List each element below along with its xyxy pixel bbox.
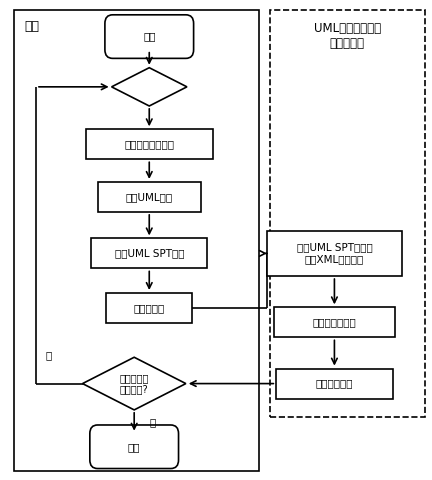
Text: 建立UML SPT模型: 建立UML SPT模型 [114, 249, 184, 258]
Polygon shape [83, 357, 186, 410]
Text: UML软件架构性能
自动化工具: UML软件架构性能 自动化工具 [314, 22, 381, 50]
Text: 否: 否 [46, 350, 52, 360]
Text: 建立UML模型: 建立UML模型 [126, 192, 173, 202]
Text: 给定标记值: 给定标记值 [133, 303, 165, 313]
Text: 开始: 开始 [143, 32, 156, 42]
Text: 与性能参数
指标一致?: 与性能参数 指标一致? [120, 373, 149, 395]
Polygon shape [111, 68, 187, 106]
Text: 设置性能参数指标: 设置性能参数指标 [124, 139, 174, 149]
FancyBboxPatch shape [105, 15, 194, 59]
FancyBboxPatch shape [106, 293, 192, 323]
FancyBboxPatch shape [274, 307, 395, 337]
FancyBboxPatch shape [267, 231, 402, 276]
Text: 结束: 结束 [128, 442, 140, 452]
FancyBboxPatch shape [98, 182, 201, 212]
Text: 解析UML SPT模型转
化为XML格式文件: 解析UML SPT模型转 化为XML格式文件 [296, 242, 372, 264]
FancyBboxPatch shape [86, 129, 213, 159]
FancyBboxPatch shape [276, 369, 393, 399]
Text: 转化为排队网络: 转化为排队网络 [312, 317, 356, 327]
FancyBboxPatch shape [90, 425, 178, 468]
FancyBboxPatch shape [91, 239, 207, 268]
Text: 用户: 用户 [24, 20, 39, 33]
Text: 计算性能参数: 计算性能参数 [316, 379, 353, 389]
Text: 是: 是 [149, 417, 156, 427]
